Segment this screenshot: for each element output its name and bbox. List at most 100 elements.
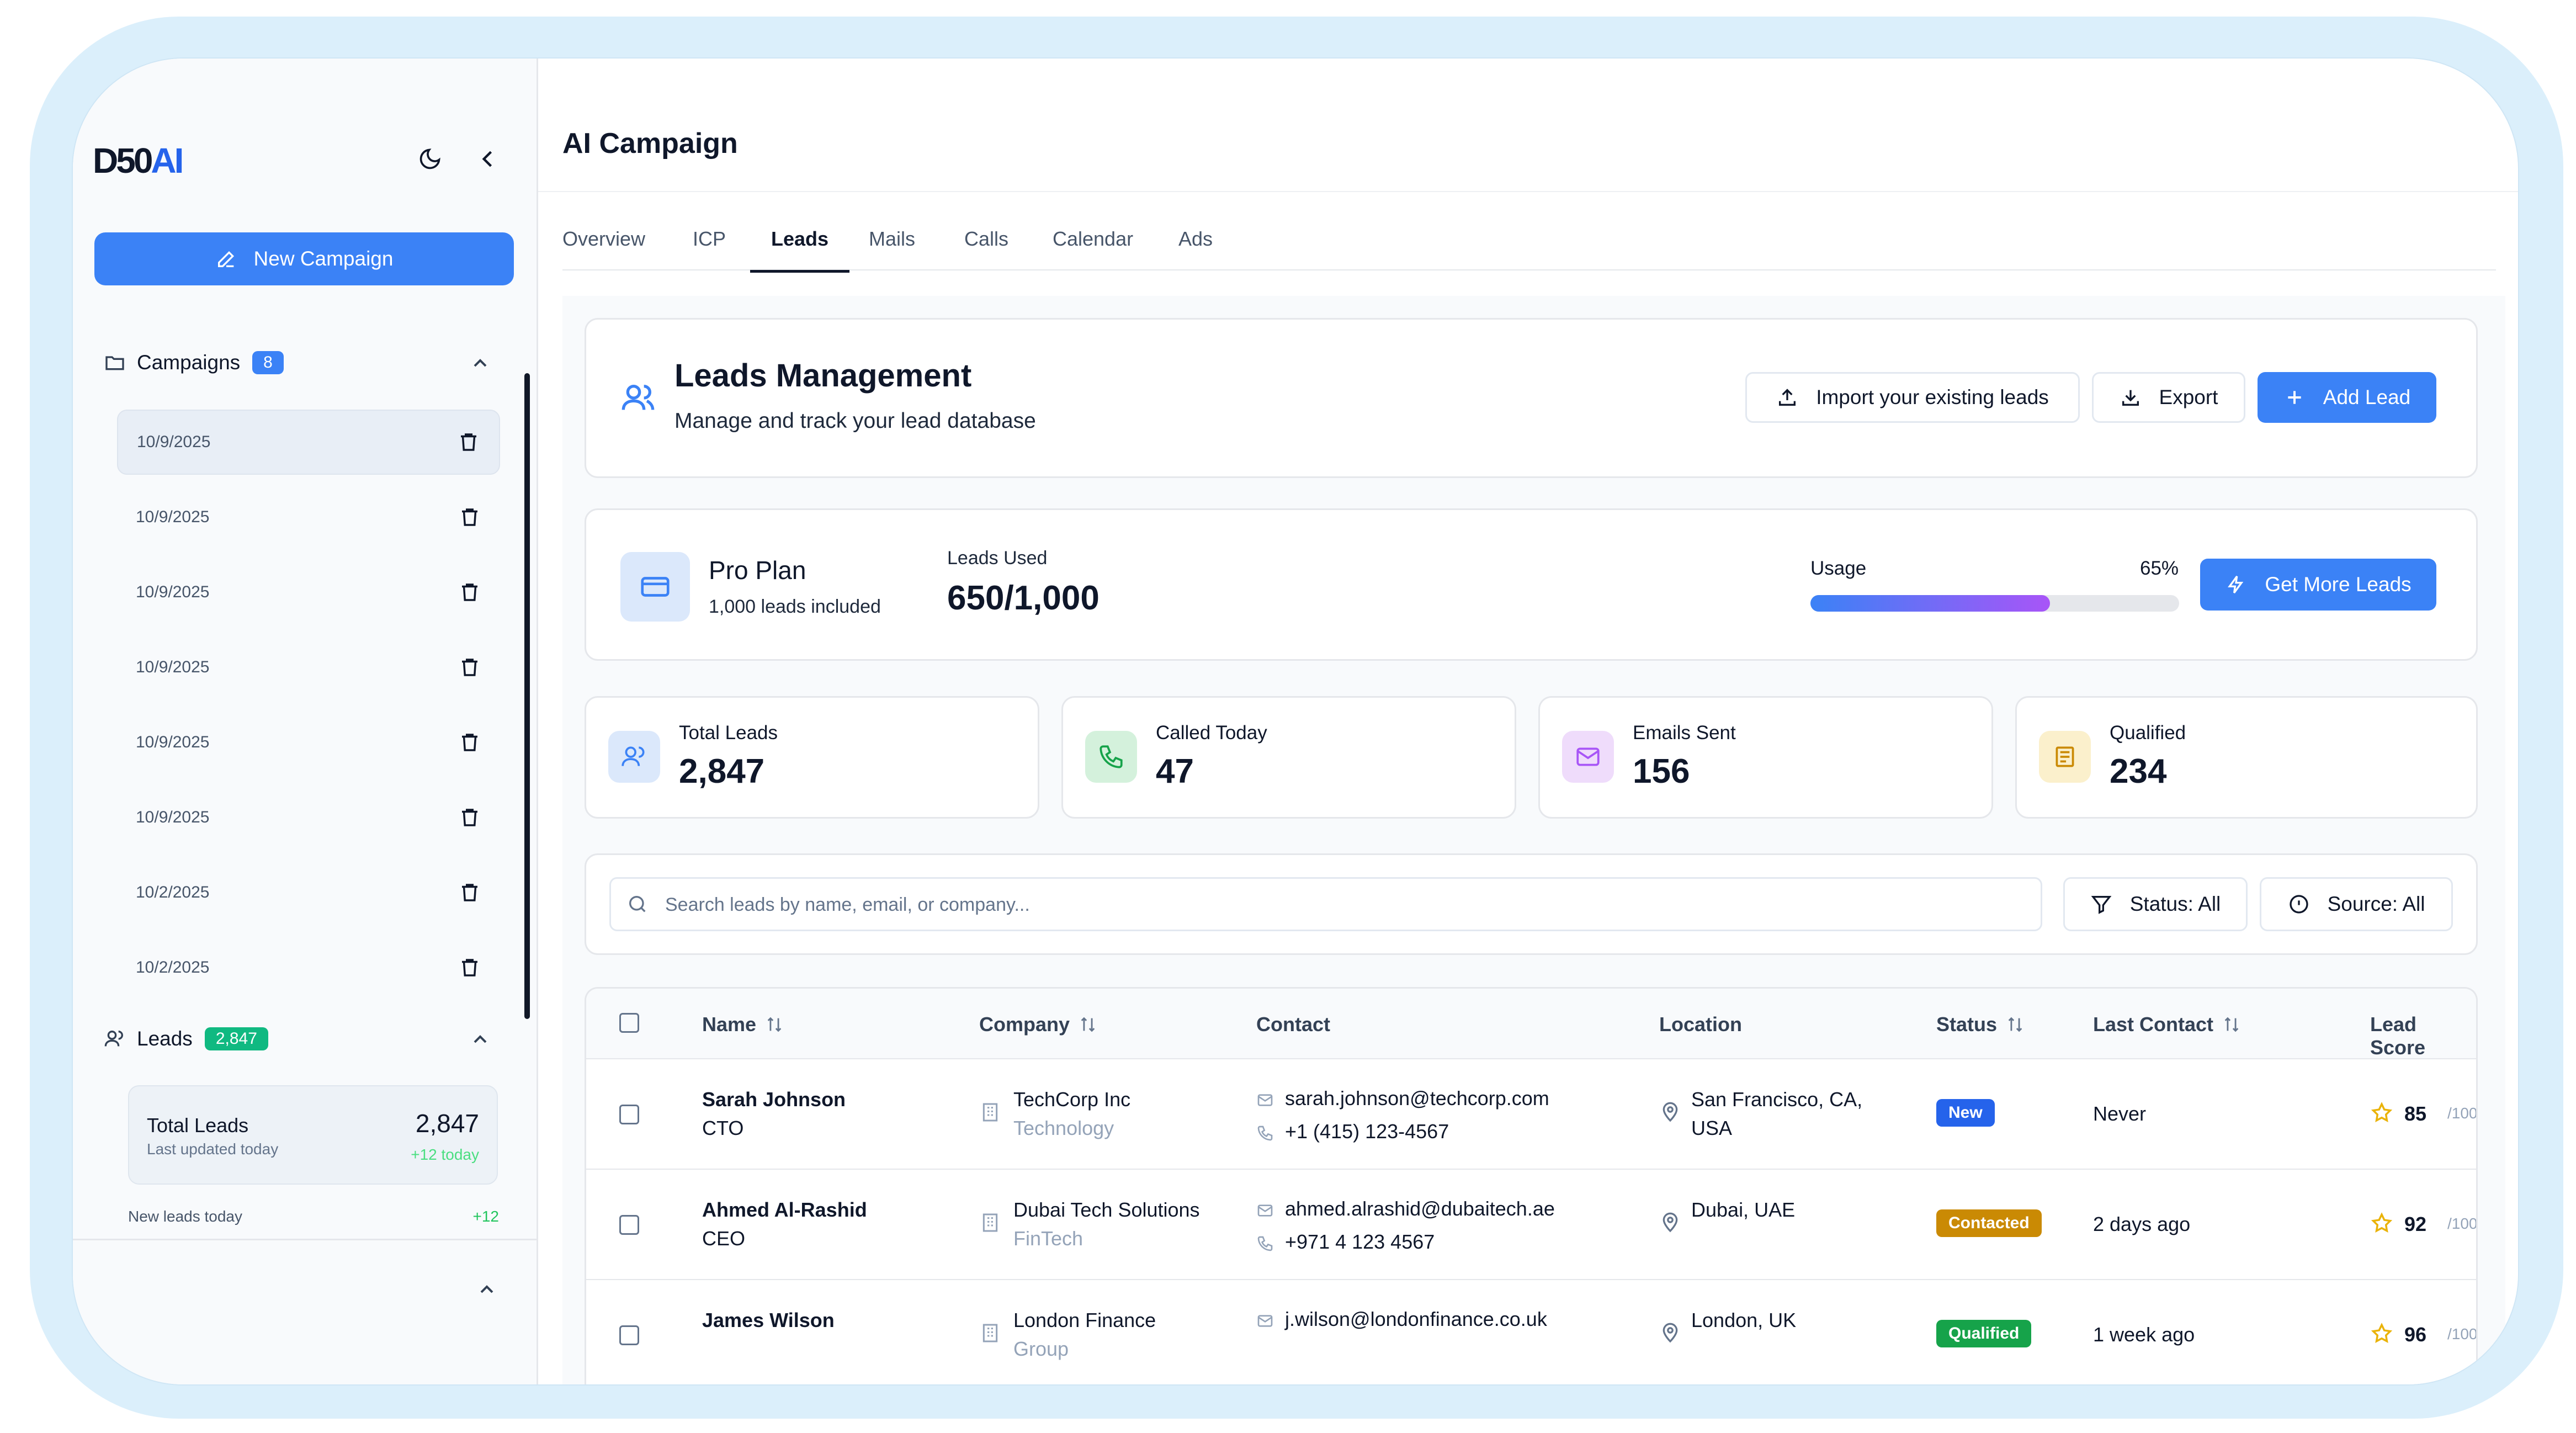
lead-email[interactable]: sarah.johnson@techcorp.com bbox=[1285, 1087, 1549, 1110]
sort-icon bbox=[765, 1015, 784, 1034]
lead-email[interactable]: ahmed.alrashid@dubaitech.ae bbox=[1285, 1197, 1555, 1220]
column-header-location: Location bbox=[1659, 1013, 1742, 1036]
moon-icon[interactable] bbox=[418, 147, 442, 171]
leads-section-header[interactable]: Leads 2,847 bbox=[104, 1027, 268, 1050]
sidebar-scrollbar[interactable] bbox=[524, 373, 530, 1019]
get-more-leads-label: Get More Leads bbox=[2265, 573, 2412, 596]
search-input[interactable]: Search leads by name, email, or company.… bbox=[609, 877, 2042, 931]
users-icon bbox=[620, 380, 656, 416]
chevron-up-icon[interactable] bbox=[476, 1278, 498, 1301]
tab-calls[interactable]: Calls bbox=[964, 227, 1009, 250]
trash-icon[interactable] bbox=[458, 581, 481, 604]
last-updated-text: Last updated today bbox=[147, 1140, 279, 1158]
star-icon bbox=[2370, 1322, 2393, 1345]
column-header-status[interactable]: Status bbox=[1936, 1013, 2025, 1036]
column-header-name[interactable]: Name bbox=[702, 1013, 784, 1036]
phone-icon bbox=[1256, 1235, 1274, 1252]
trash-icon[interactable] bbox=[458, 731, 481, 754]
section-subtitle: Manage and track your lead database bbox=[674, 409, 1036, 433]
last-contact: 1 week ago bbox=[2093, 1323, 2195, 1346]
campaign-item[interactable]: 10/9/2025 bbox=[117, 485, 500, 550]
campaign-date: 10/2/2025 bbox=[136, 883, 210, 901]
campaign-item[interactable]: 10/9/2025 bbox=[117, 785, 500, 850]
export-button[interactable]: Export bbox=[2092, 372, 2245, 423]
row-checkbox[interactable] bbox=[619, 1105, 639, 1124]
company-name: TechCorp Inc bbox=[1013, 1088, 1131, 1111]
campaign-item[interactable]: 10/9/2025 bbox=[117, 560, 500, 625]
users-icon bbox=[104, 1028, 126, 1050]
plan-included: 1,000 leads included bbox=[709, 596, 881, 617]
trash-icon[interactable] bbox=[458, 506, 481, 529]
column-header-last-contact[interactable]: Last Contact bbox=[2093, 1013, 2241, 1036]
lead-score: 92 bbox=[2404, 1213, 2427, 1235]
tab-overview[interactable]: Overview bbox=[562, 227, 646, 250]
campaign-item[interactable]: 10/9/2025 bbox=[117, 635, 500, 700]
brand-logo[interactable]: D50AI bbox=[93, 141, 184, 181]
download-icon bbox=[2120, 386, 2142, 408]
location-line-1: Dubai, UAE bbox=[1691, 1198, 1796, 1221]
campaign-date: 10/9/2025 bbox=[136, 733, 210, 751]
sort-icon bbox=[2222, 1015, 2241, 1034]
get-more-leads-button[interactable]: Get More Leads bbox=[2200, 559, 2436, 611]
chevron-up-icon[interactable] bbox=[469, 352, 491, 374]
source-filter-button[interactable]: Source: All bbox=[2260, 877, 2453, 931]
chevron-up-icon[interactable] bbox=[469, 1028, 491, 1050]
import-leads-button[interactable]: Import your existing leads bbox=[1745, 372, 2080, 423]
tab-calendar[interactable]: Calendar bbox=[1053, 227, 1134, 250]
table-header: Name Company Contact Location Status Las… bbox=[586, 989, 2476, 1059]
tab-ads[interactable]: Ads bbox=[1178, 227, 1213, 250]
column-header-contact: Contact bbox=[1256, 1013, 1330, 1036]
campaign-date: 10/9/2025 bbox=[136, 583, 210, 601]
row-checkbox[interactable] bbox=[619, 1215, 639, 1235]
lead-score-max: /100 bbox=[2447, 1105, 2478, 1122]
campaign-item[interactable]: 10/9/2025 bbox=[117, 410, 500, 475]
new-campaign-label: New Campaign bbox=[253, 247, 394, 270]
bolt-icon bbox=[2225, 574, 2247, 596]
campaign-date: 10/9/2025 bbox=[136, 808, 210, 826]
tab-mails[interactable]: Mails bbox=[869, 227, 916, 250]
search-icon bbox=[626, 893, 649, 915]
mail-icon bbox=[1256, 1091, 1274, 1109]
import-leads-label: Import your existing leads bbox=[1816, 386, 2049, 408]
tab-leads[interactable]: Leads bbox=[750, 224, 850, 273]
campaign-item[interactable]: 10/2/2025 bbox=[117, 860, 500, 925]
add-lead-button[interactable]: Add Lead bbox=[2258, 372, 2436, 423]
select-all-checkbox[interactable] bbox=[619, 1013, 639, 1033]
phone-icon bbox=[1256, 1124, 1274, 1142]
campaign-item[interactable]: 10/2/2025 bbox=[117, 935, 500, 1000]
lead-email[interactable]: j.wilson@londonfinance.co.uk bbox=[1285, 1308, 1547, 1330]
campaigns-section-header[interactable]: Campaigns 8 bbox=[104, 351, 284, 374]
trash-icon[interactable] bbox=[458, 881, 481, 904]
table-row[interactable]: James Wilson London Finance Group j.wilson@… bbox=[586, 1279, 2476, 1384]
table-row[interactable]: Sarah Johnson CTO TechCorp Inc Technology sa… bbox=[586, 1058, 2476, 1169]
stat-card-called-today: Called Today 47 bbox=[1061, 696, 1516, 819]
trash-icon[interactable] bbox=[458, 806, 481, 829]
trash-icon[interactable] bbox=[457, 431, 480, 454]
export-label: Export bbox=[2159, 386, 2218, 408]
row-checkbox[interactable] bbox=[619, 1325, 639, 1345]
usage-progress-fill bbox=[1810, 595, 2051, 612]
total-leads-card: Total Leads Last updated today 2,847 +12… bbox=[128, 1085, 498, 1185]
collapse-sidebar-icon[interactable] bbox=[476, 147, 500, 171]
company-name: London Finance bbox=[1013, 1309, 1156, 1331]
today-delta: +12 today bbox=[411, 1146, 479, 1163]
column-header-company[interactable]: Company bbox=[979, 1013, 1097, 1036]
active-tab-underline bbox=[750, 270, 850, 273]
mail-icon bbox=[1256, 1202, 1274, 1219]
mail-icon bbox=[1256, 1312, 1274, 1330]
lead-phone[interactable]: +1 (415) 123-4567 bbox=[1285, 1120, 1449, 1143]
lead-phone[interactable]: +971 4 123 4567 bbox=[1285, 1230, 1435, 1253]
last-contact: Never bbox=[2093, 1102, 2147, 1125]
tab-icp[interactable]: ICP bbox=[693, 227, 726, 250]
new-campaign-button[interactable]: New Campaign bbox=[94, 232, 514, 285]
map-pin-icon bbox=[1659, 1101, 1681, 1123]
building-icon bbox=[979, 1322, 1001, 1344]
status-filter-button[interactable]: Status: All bbox=[2063, 877, 2248, 931]
stat-label: Total Leads bbox=[679, 722, 778, 744]
trash-icon[interactable] bbox=[458, 656, 481, 679]
campaign-date: 10/9/2025 bbox=[137, 433, 211, 451]
campaign-item[interactable]: 10/9/2025 bbox=[117, 710, 500, 775]
trash-icon[interactable] bbox=[458, 956, 481, 979]
status-badge: New bbox=[1936, 1099, 1995, 1127]
table-row[interactable]: Ahmed Al-Rashid CEO Dubai Tech Solutions Fi… bbox=[586, 1169, 2476, 1279]
